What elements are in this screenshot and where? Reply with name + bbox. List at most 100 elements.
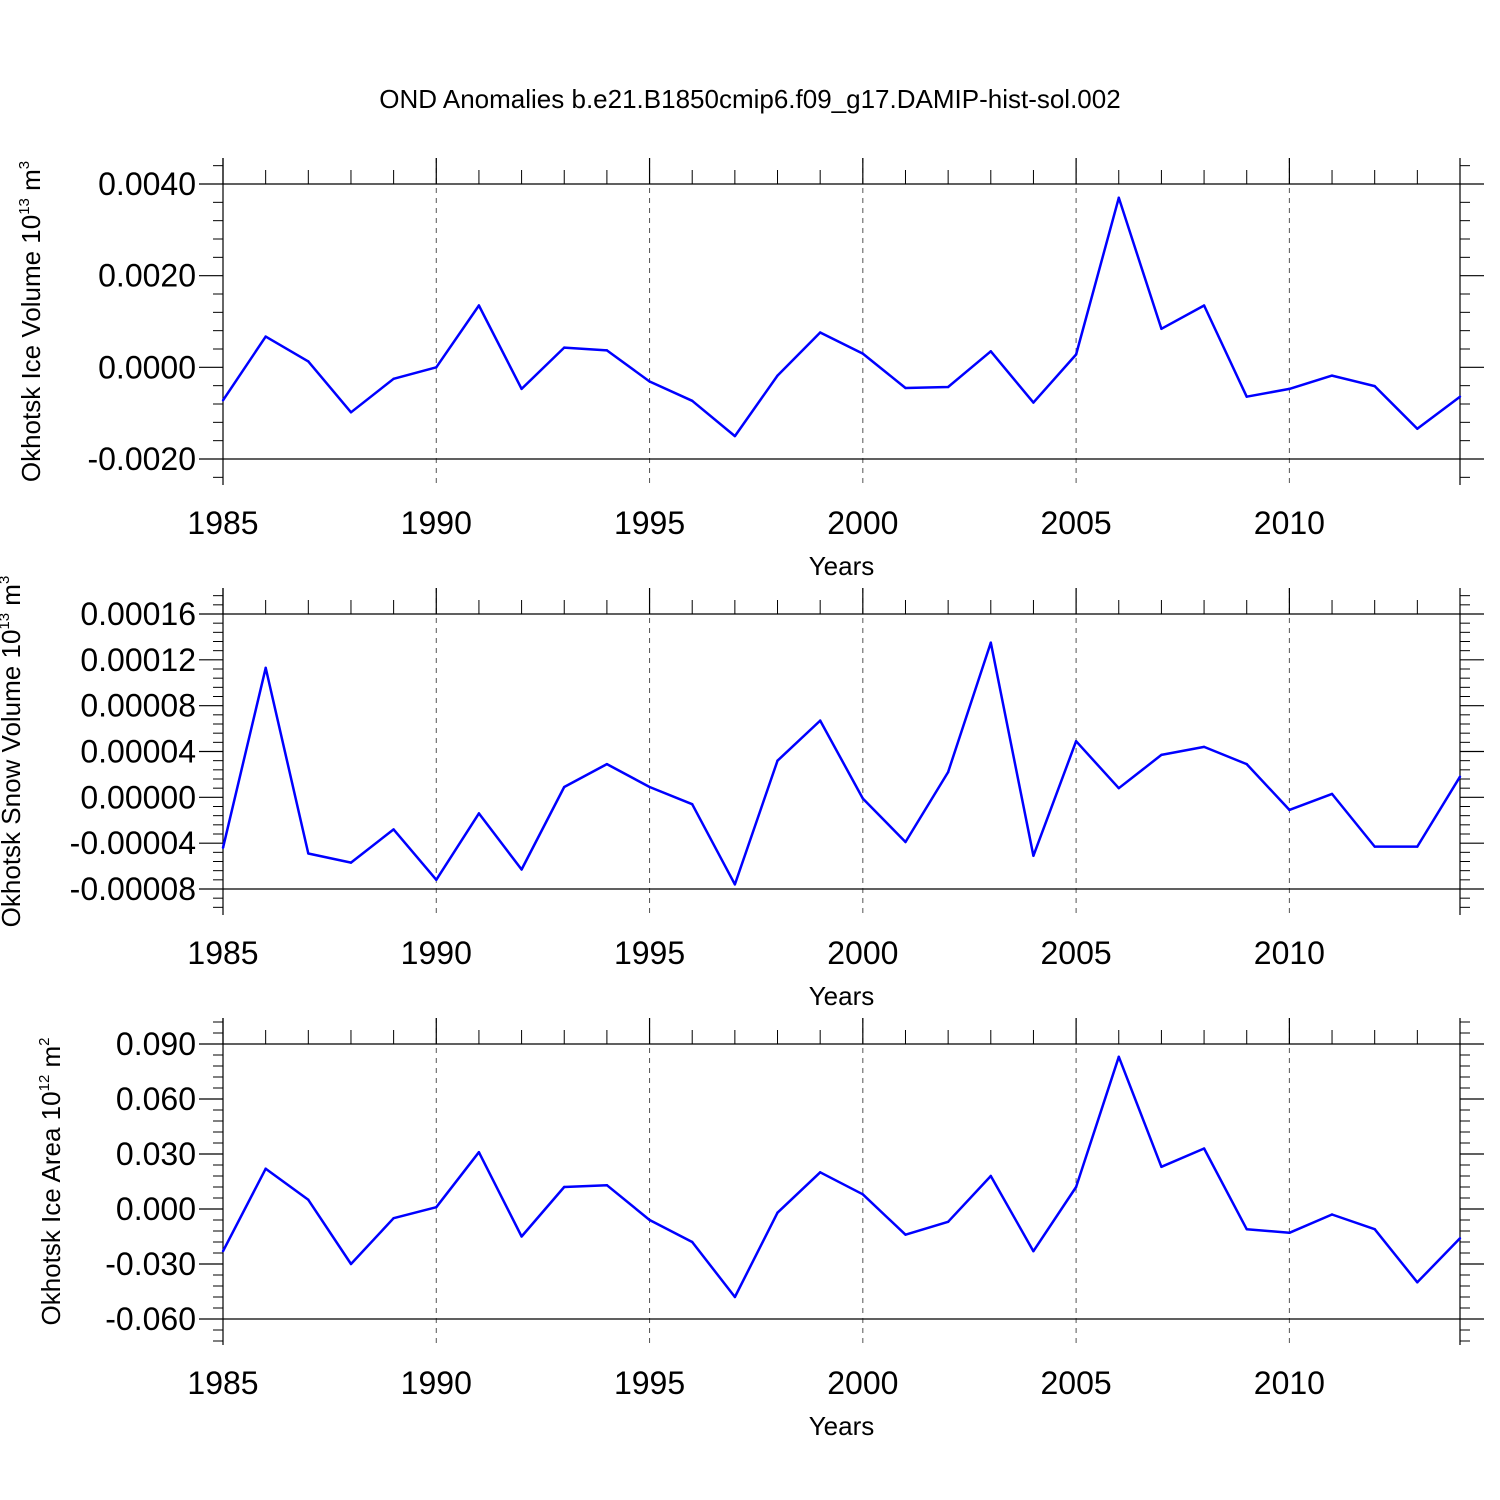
data-point xyxy=(1288,808,1291,812)
y-tick-label: 0.030 xyxy=(116,1136,196,1172)
data-point xyxy=(1202,304,1206,307)
data-point xyxy=(733,883,737,886)
x-axis-label: Years xyxy=(809,1411,875,1441)
chart-panel-ice-volume: 1985 1990 1995 2000 2005 2010 -0.0020 0.0000 0.0… xyxy=(16,158,1484,581)
data-point xyxy=(392,377,395,380)
data-point xyxy=(1074,739,1078,743)
x-tick-label: 2005 xyxy=(1041,505,1112,541)
y-tick-label: 0.00012 xyxy=(80,642,196,678)
data-point xyxy=(1416,845,1419,848)
x-tick-label: 1990 xyxy=(401,935,472,971)
x-tick-label: 2005 xyxy=(1041,1365,1112,1401)
data-point xyxy=(605,762,609,766)
data-point xyxy=(392,828,395,831)
data-point xyxy=(1032,401,1035,404)
x-tick-label: 1985 xyxy=(187,1365,258,1401)
y-tick-label: 0.00000 xyxy=(80,779,196,815)
chart-panel-ice-area: 1985 1990 1995 2000 2005 2010 -0.060 -0.030 0.00… xyxy=(36,1018,1484,1441)
data-point xyxy=(563,785,566,789)
data-point xyxy=(1160,1165,1163,1169)
data-point xyxy=(1373,1227,1376,1231)
y-tick-label: -0.060 xyxy=(105,1301,196,1337)
data-point xyxy=(307,360,310,363)
data-point xyxy=(520,387,523,391)
x-tick-label: 2010 xyxy=(1254,505,1325,541)
data-point xyxy=(605,349,609,352)
data-point xyxy=(904,1233,907,1236)
data-point xyxy=(989,641,992,644)
x-tick-label: 1990 xyxy=(401,505,472,541)
x-tick-label: 1990 xyxy=(401,1365,472,1401)
data-point xyxy=(818,719,822,722)
data-point xyxy=(904,386,907,390)
data-point xyxy=(1202,1147,1206,1150)
data-point xyxy=(946,1220,950,1224)
data-point xyxy=(1117,196,1120,199)
x-tick-label: 2010 xyxy=(1254,1365,1325,1401)
x-tick-label: 1985 xyxy=(187,505,258,541)
data-point xyxy=(1330,792,1334,796)
data-point xyxy=(435,1205,438,1209)
data-point xyxy=(1160,753,1163,757)
data-point xyxy=(1373,384,1376,388)
y-tick-label: 0.0000 xyxy=(98,349,196,385)
data-point xyxy=(1160,327,1163,331)
data-point xyxy=(1202,745,1206,749)
y-axis-label: Okhotsk Ice Area 1012 m2 xyxy=(36,1037,66,1325)
y-tick-label: -0.0020 xyxy=(87,441,196,477)
y-tick-label: -0.030 xyxy=(105,1246,196,1282)
data-point xyxy=(861,352,865,355)
data-point xyxy=(776,374,779,377)
data-point xyxy=(520,1235,523,1238)
series-line xyxy=(221,1055,1461,1299)
y-tick-label: 0.0040 xyxy=(98,166,196,202)
data-point xyxy=(648,785,651,789)
y-tick-label: 0.00008 xyxy=(80,688,196,724)
y-tick-label: 0.00016 xyxy=(80,596,196,632)
x-axis-label: Years xyxy=(809,551,875,581)
data-point xyxy=(691,803,694,806)
data-point xyxy=(435,366,438,369)
x-tick-label: 2000 xyxy=(827,1365,898,1401)
data-point xyxy=(1074,353,1078,356)
x-tick-label: 2000 xyxy=(827,505,898,541)
data-point xyxy=(691,1240,694,1244)
data-point xyxy=(904,840,907,844)
data-point xyxy=(392,1216,395,1220)
data-point xyxy=(861,1193,865,1196)
data-point xyxy=(1032,854,1035,857)
y-axis-label: Okhotsk Ice Volume 1013 m3 xyxy=(16,161,46,482)
x-tick-label: 1985 xyxy=(187,935,258,971)
x-tick-label: 2000 xyxy=(827,935,898,971)
data-point xyxy=(1245,762,1248,766)
data-point xyxy=(349,861,353,864)
data-point xyxy=(563,1185,566,1189)
data-point xyxy=(221,399,225,402)
x-tick-label: 2010 xyxy=(1254,935,1325,971)
data-point xyxy=(1245,1227,1248,1231)
y-tick-label: -0.00008 xyxy=(70,871,196,907)
data-point xyxy=(648,380,651,383)
data-point xyxy=(1458,775,1462,778)
data-point xyxy=(1245,395,1248,398)
figure-title: OND Anomalies b.e21.B1850cmip6.f09_g17.D… xyxy=(379,84,1120,114)
data-point xyxy=(648,1218,651,1222)
x-tick-label: 1995 xyxy=(614,505,685,541)
data-point xyxy=(733,1295,737,1299)
data-point xyxy=(264,666,267,670)
data-point xyxy=(349,1262,353,1266)
chart-panel-snow-volume: 1985 1990 1995 2000 2005 2010 -0.00008 -0.00004… xyxy=(0,576,1484,1011)
data-point xyxy=(221,1249,225,1253)
data-point xyxy=(776,1211,779,1214)
data-point xyxy=(861,797,865,800)
data-point xyxy=(691,399,694,402)
data-point xyxy=(989,1174,992,1178)
data-point xyxy=(349,411,353,414)
y-tick-label: 0.000 xyxy=(116,1191,196,1227)
data-point xyxy=(520,868,523,871)
data-point xyxy=(435,878,438,882)
data-point xyxy=(1416,427,1419,430)
data-point xyxy=(1330,374,1334,377)
data-point xyxy=(1288,1231,1291,1235)
series-line xyxy=(221,641,1462,886)
